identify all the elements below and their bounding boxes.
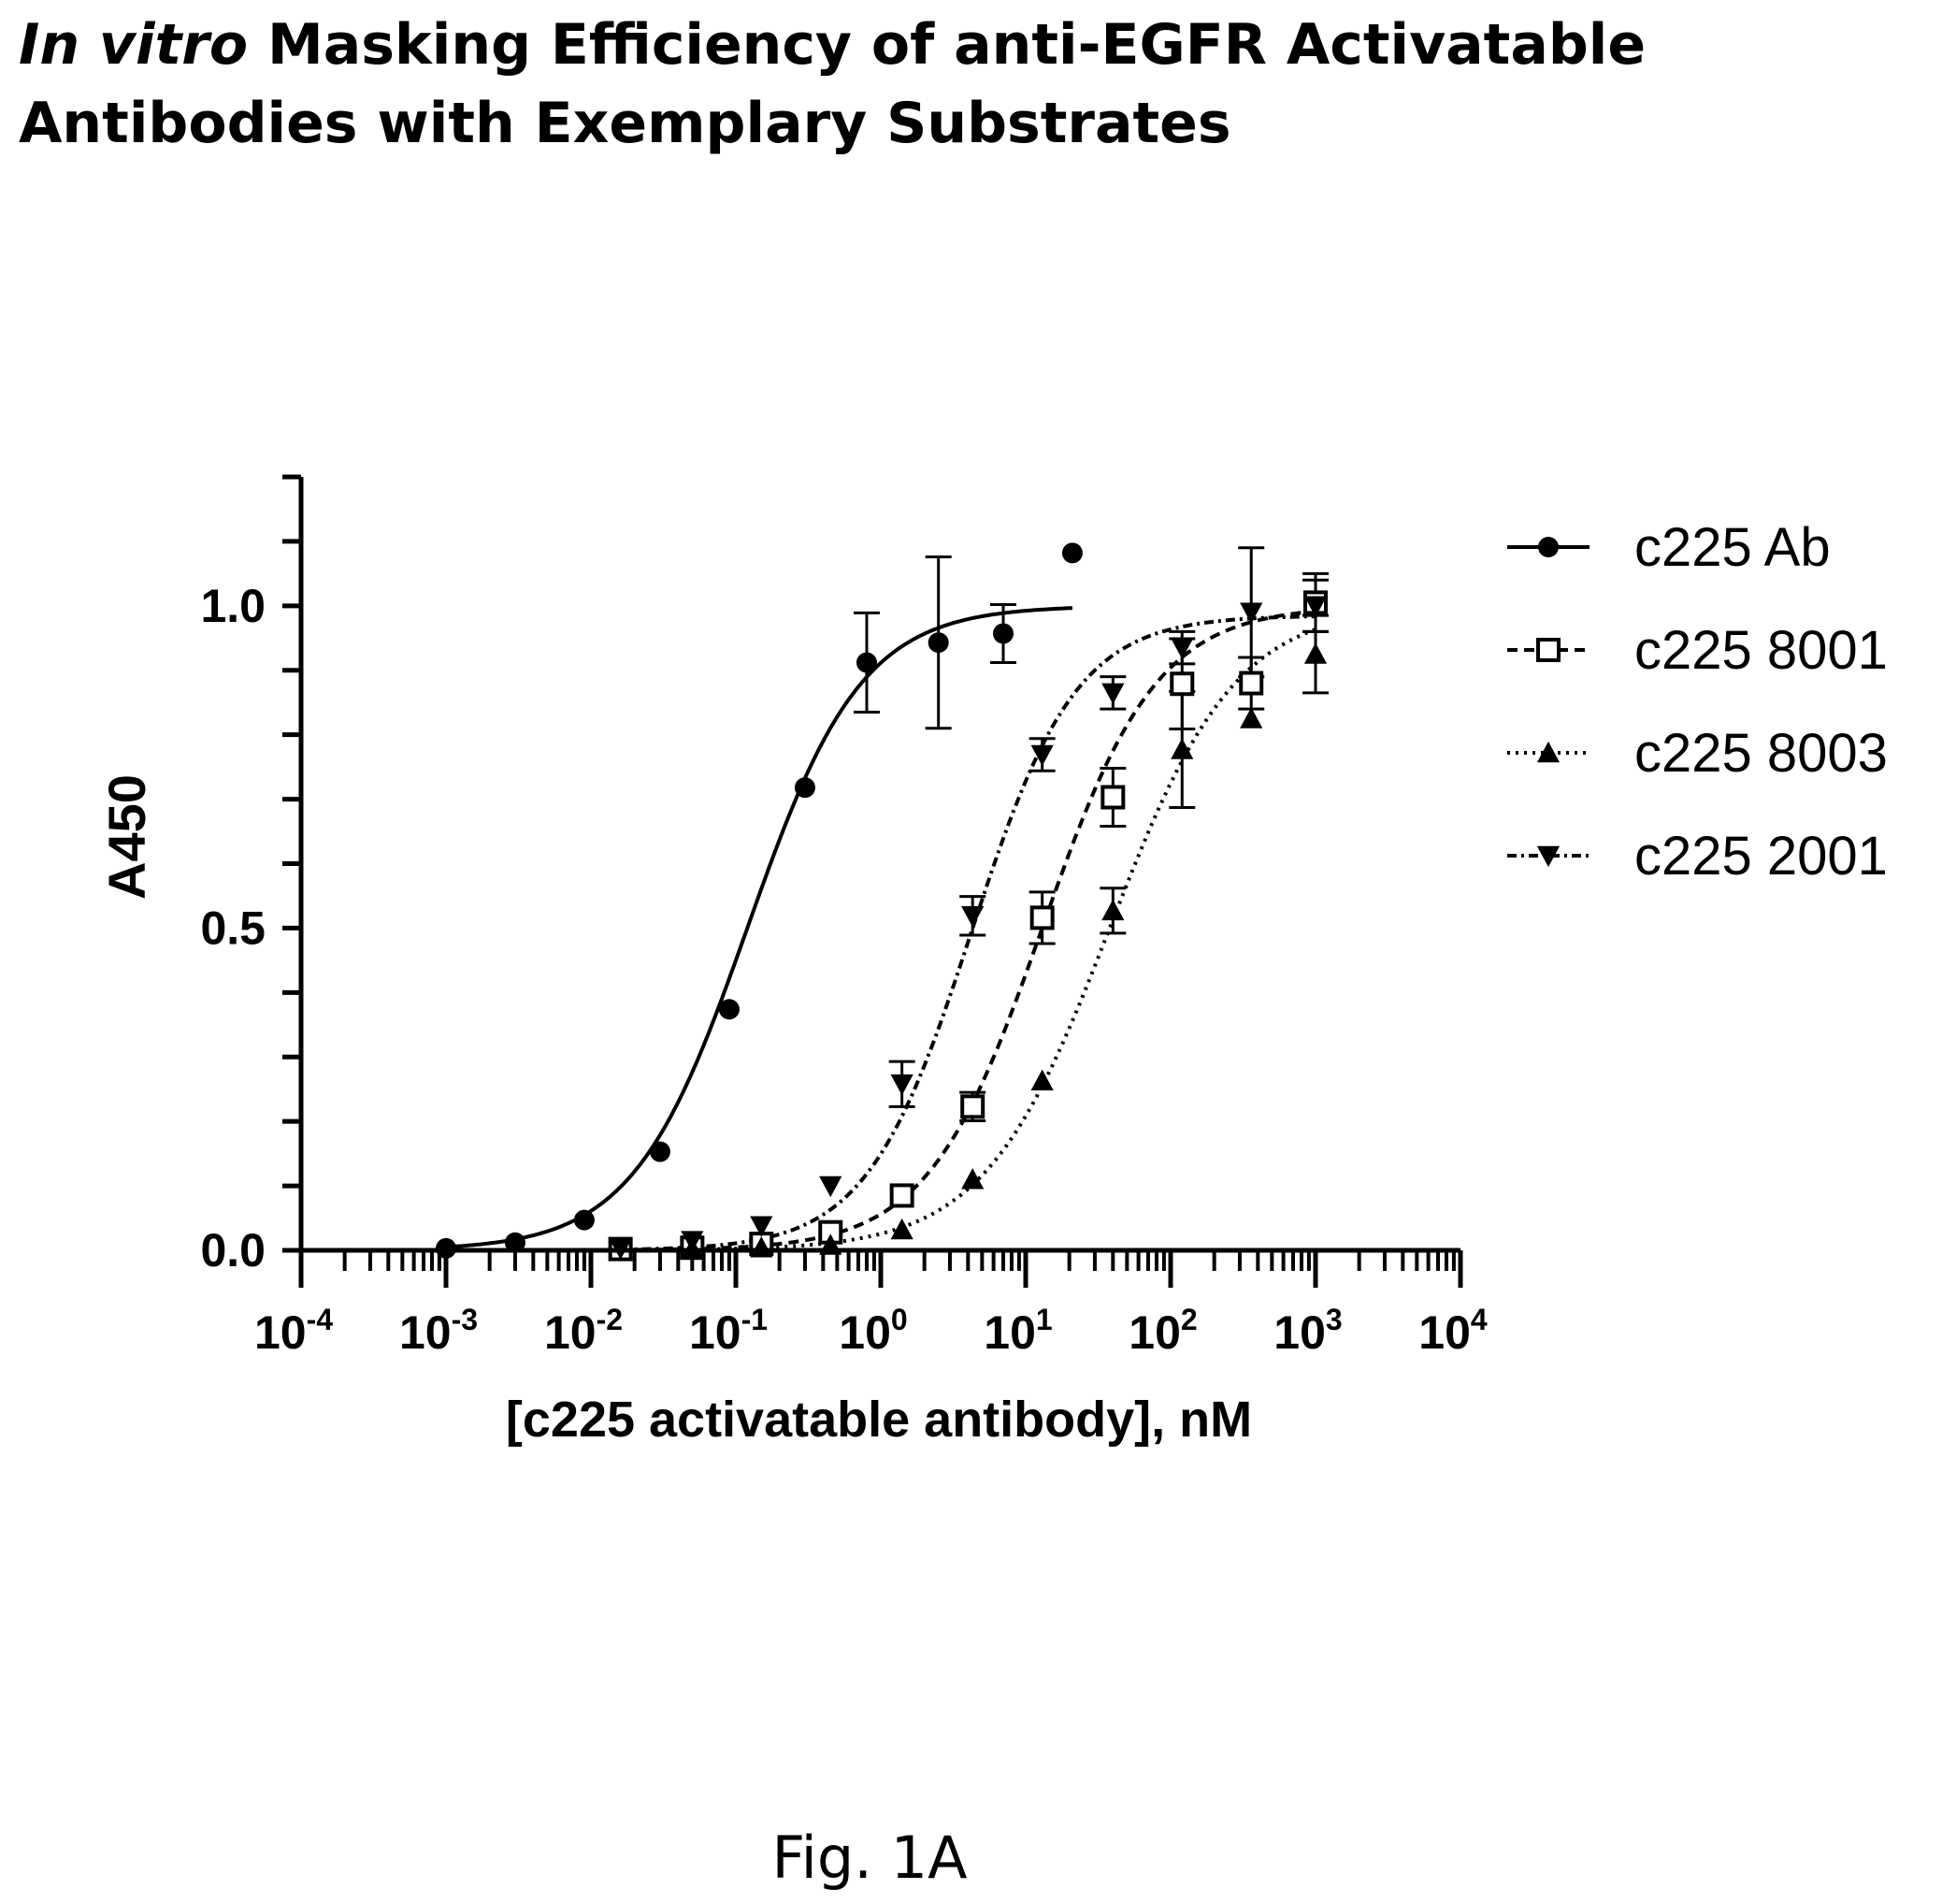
x-tick-label: 103 [1273,1303,1342,1359]
data-point-c225-8003 [890,1218,913,1240]
data-point-c225-2001 [750,1216,773,1237]
legend-entry-c225-8003: c225 8003 [1507,723,1888,784]
legend: c225 Ab c225 8001 c225 8003 c225 2001 [1507,517,1888,887]
data-point-c225-ab [573,1209,595,1231]
data-point-c225-8001 [1100,785,1126,810]
data-point-c225-8003 [1030,1069,1054,1091]
data-point-c225-ab [718,999,740,1020]
y-tick-label: 1.0 [200,580,266,632]
x-tick-label: 100 [839,1303,907,1359]
chart-title: In vitro Masking Efficiency of anti-EGFR… [19,6,1795,163]
legend-label: c225 2001 [1634,826,1888,887]
data-point-c225-8003 [1171,738,1194,759]
figure-caption: Fig. 1A [771,1824,968,1892]
data-point-c225-ab [856,652,877,673]
data-point-c225-ab [992,623,1014,644]
data-point-c225-2001 [681,1231,704,1252]
data-point-c225-8003 [1303,642,1328,664]
data-point-c225-ab [794,777,815,799]
fit-curve-c225-ab [445,606,1072,1249]
data-point-c225-ab [649,1141,670,1162]
data-point-c225-8001 [1239,671,1264,696]
data-point-c225-8001 [889,1183,914,1208]
data-point-c225-8003 [1101,899,1125,921]
data-point-c225-2001 [1171,638,1194,659]
data-markers [436,542,1328,1262]
x-tick-label: 101 [984,1303,1052,1359]
title-italic: In vitro [19,12,249,78]
fit-curve-c225-8001 [620,609,1316,1252]
fit-curves [445,606,1316,1252]
x-tick-label: 10-2 [544,1303,623,1359]
data-point-c225-2001 [1101,683,1125,704]
data-point-c225-2001 [1030,744,1054,767]
legend-entry-c225-2001: c225 2001 [1507,826,1888,887]
y-tick-label: 0.0 [200,1224,266,1277]
fit-curve-c225-2001 [620,614,1316,1252]
data-point-c225-2001 [890,1074,913,1096]
data-point-c225-2001 [1303,596,1328,617]
legend-marker [1536,741,1561,763]
data-point-c225-2001 [1240,602,1263,624]
x-tick-label: 102 [1129,1303,1197,1359]
data-point-c225-8001 [1029,905,1055,930]
legend-marker [1538,537,1559,557]
data-point-c225-ab [1061,542,1083,564]
x-tick-label: 10-3 [399,1303,478,1359]
y-tick-label: 0.5 [200,902,266,954]
x-axis-label: [c225 activatable antibody], nM [506,1392,1252,1448]
title-line2: Antibodies with Exemplary Substrates [19,91,1231,156]
legend-entry-c225-ab: c225 Ab [1507,517,1831,578]
x-tick-label: 104 [1418,1303,1488,1359]
data-point-c225-2001 [819,1176,842,1198]
legend-entry-c225-8001: c225 8001 [1507,620,1888,681]
data-point-c225-8003 [1240,707,1263,728]
data-point-c225-2001 [961,906,985,928]
axes: 10-4 10-3 10-2 10-1 100 101 102 103 104 0.0 0.5 1.0 [200,474,1488,1359]
legend-label: c225 Ab [1634,517,1831,578]
fit-curve-c225-8003 [692,627,1316,1252]
y-axis-label: A450 [97,774,156,900]
legend-label: c225 8003 [1634,723,1888,784]
legend-label: c225 8001 [1634,620,1888,681]
x-tick-label: 10-1 [689,1303,768,1359]
data-point-c225-8003 [961,1168,985,1190]
data-point-c225-ab [928,632,949,654]
legend-marker [1536,845,1561,868]
legend-marker [1536,638,1561,662]
title-line1: Masking Efficiency of anti-EGFR Activata… [248,12,1647,78]
data-point-c225-8001 [1170,671,1195,697]
data-point-c225-8001 [960,1094,985,1119]
data-point-c225-ab [504,1232,525,1253]
x-tick-label: 10-4 [254,1303,333,1359]
